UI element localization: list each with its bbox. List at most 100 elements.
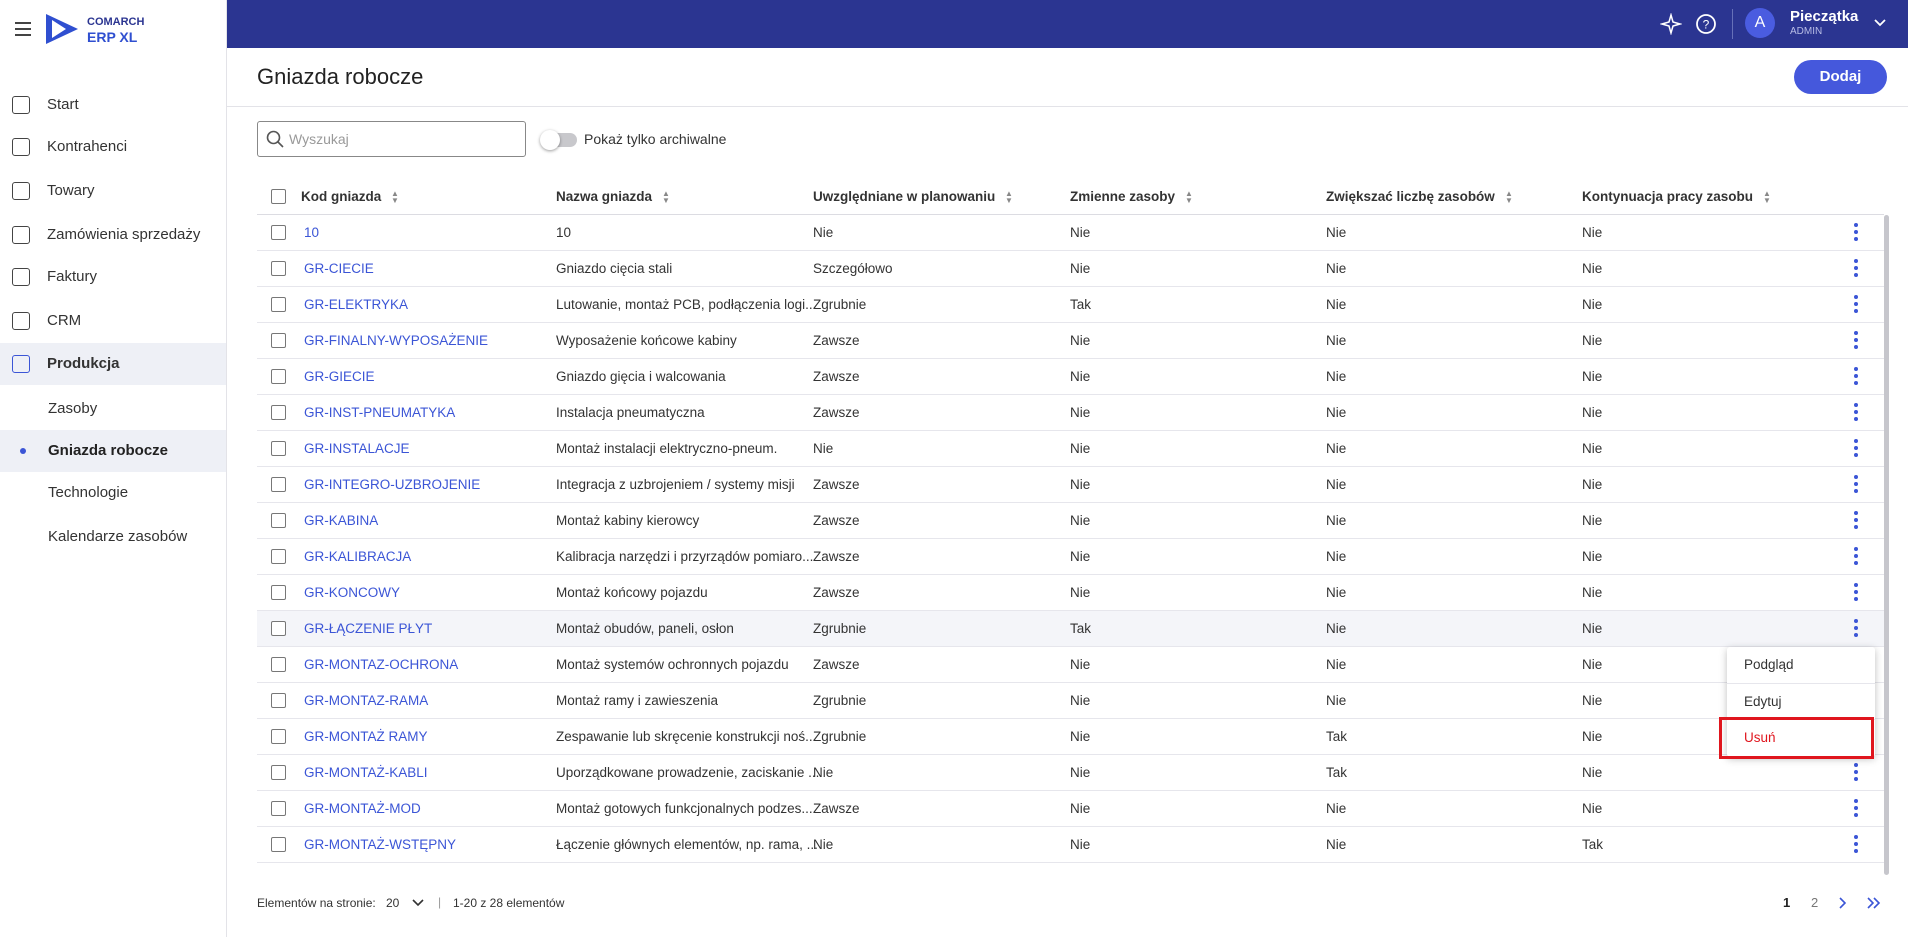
row-code-link[interactable]: GR-INSTALACJE — [304, 441, 410, 456]
row-checkbox[interactable] — [271, 369, 286, 384]
column-header[interactable]: Kontynuacja pracy zasobu — [1582, 189, 1754, 204]
row-checkbox[interactable] — [271, 405, 286, 420]
header-checkbox[interactable] — [271, 189, 286, 204]
row-actions[interactable] — [1853, 511, 1859, 531]
column-header[interactable]: Kod gniazda — [301, 189, 382, 204]
row-code-link[interactable]: GR-INST-PNEUMATYKA — [304, 405, 456, 420]
menu-icon[interactable] — [14, 22, 32, 36]
nav-item[interactable]: CRM — [0, 300, 226, 342]
row-actions[interactable] — [1853, 259, 1859, 279]
row-checkbox[interactable] — [271, 621, 286, 636]
row-code-link[interactable]: GR-KABINA — [304, 513, 379, 528]
row-code-link[interactable]: GR-GIECIE — [304, 369, 375, 384]
ai-icon[interactable] — [1660, 13, 1682, 35]
nav-subitem[interactable]: Gniazda robocze — [0, 430, 226, 472]
nav-item[interactable]: Faktury — [0, 256, 226, 298]
nav-item[interactable]: Zamówienia sprzedaży — [0, 214, 226, 256]
row-checkbox[interactable] — [271, 801, 286, 816]
row-actions[interactable] — [1853, 799, 1859, 819]
row-code-link[interactable]: GR-KALIBRACJA — [304, 549, 412, 564]
column-header[interactable]: Zwiększać liczbę zasobów — [1326, 189, 1495, 204]
row-cell: Nie — [1582, 297, 1603, 312]
nav-item[interactable]: Start — [0, 84, 226, 126]
add-button[interactable]: Dodaj — [1794, 60, 1887, 94]
row-cell: Nie — [1070, 477, 1091, 492]
row-code-link[interactable]: GR-MONTAŻ-WSTĘPNY — [304, 837, 456, 852]
row-checkbox[interactable] — [271, 225, 286, 240]
sort-icon[interactable]: ▲ ▼ — [391, 189, 399, 205]
row-actions[interactable] — [1853, 547, 1859, 567]
row-code-link[interactable]: GR-INTEGRO-UZBROJENIE — [304, 477, 481, 492]
row-code-link[interactable]: GR-CIECIE — [304, 261, 374, 276]
help-icon[interactable]: ? — [1695, 13, 1717, 35]
row-actions[interactable] — [1853, 583, 1859, 603]
column-header[interactable]: Zmienne zasoby — [1070, 189, 1176, 204]
per-page-chevron[interactable] — [411, 898, 425, 908]
row-checkbox[interactable] — [271, 333, 286, 348]
row-code-link[interactable]: GR-MONTAŻ-MOD — [304, 801, 421, 816]
row-code-link[interactable]: GR-MONTAŻ RAMY — [304, 729, 428, 744]
row-code-link[interactable]: GR-KONCOWY — [304, 585, 400, 600]
row-cell: Nie — [1070, 765, 1091, 780]
row-checkbox[interactable] — [271, 729, 286, 744]
row-checkbox[interactable] — [271, 765, 286, 780]
row-checkbox[interactable] — [271, 837, 286, 852]
row-actions[interactable] — [1853, 619, 1859, 639]
row-checkbox[interactable] — [271, 441, 286, 456]
nav-subitem[interactable]: Zasoby — [0, 388, 226, 430]
page-number[interactable]: 1 — [1783, 895, 1791, 910]
dot — [1854, 230, 1858, 234]
row-checkbox[interactable] — [271, 261, 286, 276]
archive-toggle[interactable] — [540, 130, 577, 150]
column-header[interactable]: Uwzględniane w planowaniu — [813, 189, 996, 204]
row-code-link[interactable]: GR-FINALNY-WYPOSAŻENIE — [304, 333, 489, 348]
row-checkbox[interactable] — [271, 549, 286, 564]
sort-icon[interactable]: ▲ ▼ — [1505, 189, 1513, 205]
row-checkbox[interactable] — [271, 657, 286, 672]
next-page[interactable] — [1836, 897, 1850, 909]
table-row — [257, 251, 1884, 287]
sort-icon[interactable]: ▲ ▼ — [1763, 189, 1771, 205]
row-checkbox[interactable] — [271, 693, 286, 708]
row-actions[interactable] — [1853, 835, 1859, 855]
row-code-link[interactable]: GR-MONTAZ-OCHRONA — [304, 657, 459, 672]
row-checkbox[interactable] — [271, 477, 286, 492]
nav-subitem[interactable]: Kalendarze zasobów — [0, 516, 226, 558]
page-number[interactable]: 2 — [1811, 895, 1819, 910]
row-code-link[interactable]: GR-MONTAŻ-KABLI — [304, 765, 428, 780]
column-header[interactable]: Nazwa gniazda — [556, 189, 653, 204]
user-chevron[interactable] — [1873, 18, 1887, 28]
sort-icon[interactable]: ▲ ▼ — [1005, 189, 1013, 205]
row-code-link[interactable]: GR-ŁĄCZENIE PŁYT — [304, 621, 433, 636]
row-code-link[interactable]: GR-MONTAZ-RAMA — [304, 693, 429, 708]
nav-item[interactable]: Towary — [0, 170, 226, 212]
row-code-link[interactable]: 10 — [304, 225, 320, 240]
row-actions[interactable] — [1853, 331, 1859, 351]
nav-subitem[interactable]: Technologie — [0, 472, 226, 514]
row-actions[interactable] — [1853, 295, 1859, 315]
search-box[interactable]: Wyszukaj — [257, 121, 526, 157]
sort-icon[interactable]: ▲ ▼ — [662, 189, 670, 205]
scrollbar[interactable] — [1884, 215, 1889, 875]
last-page[interactable] — [1866, 897, 1882, 909]
row-checkbox[interactable] — [271, 585, 286, 600]
dot — [1854, 813, 1858, 817]
row-actions[interactable] — [1853, 223, 1859, 243]
row-actions[interactable] — [1853, 763, 1859, 783]
menu-item[interactable]: Edytuj — [1727, 683, 1875, 719]
row-actions[interactable] — [1853, 439, 1859, 459]
row-actions[interactable] — [1853, 367, 1859, 387]
row-checkbox[interactable] — [271, 297, 286, 312]
row-actions[interactable] — [1853, 403, 1859, 423]
per-page[interactable]: 20 — [386, 896, 400, 910]
dot — [1854, 777, 1858, 781]
row-actions[interactable] — [1853, 475, 1859, 495]
nav-item[interactable]: Produkcja — [0, 343, 226, 385]
avatar[interactable]: A — [1745, 8, 1775, 38]
menu-item[interactable]: Podgląd — [1727, 647, 1875, 683]
sort-icon[interactable]: ▲ ▼ — [1185, 189, 1193, 205]
row-cell: Nie — [1070, 513, 1091, 528]
row-code-link[interactable]: GR-ELEKTRYKA — [304, 297, 409, 312]
row-checkbox[interactable] — [271, 513, 286, 528]
nav-item[interactable]: Kontrahenci — [0, 126, 226, 168]
